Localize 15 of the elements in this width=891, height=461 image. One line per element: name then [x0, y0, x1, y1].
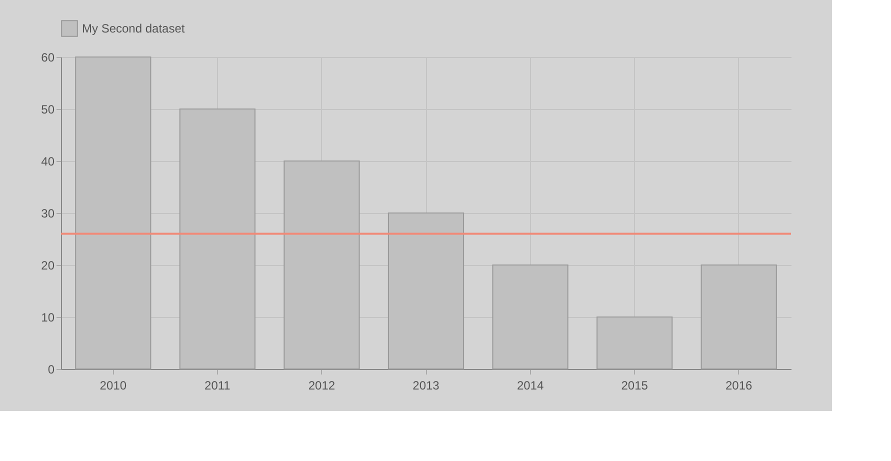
x-tick-label: 2010	[100, 378, 127, 392]
y-tick-label: 60	[41, 50, 55, 64]
y-tick-label: 0	[48, 362, 55, 376]
y-tick-label: 10	[41, 310, 55, 324]
x-tick-label: 2011	[204, 378, 231, 392]
y-tick-label: 40	[41, 154, 55, 168]
x-tick-label: 2015	[621, 378, 648, 392]
x-tick-label: 2016	[726, 378, 753, 392]
x-tick-label: 2014	[516, 378, 544, 392]
y-tick-label: 50	[41, 102, 55, 116]
y-tick-label: 30	[41, 206, 55, 220]
legend-label: My Second dataset	[82, 22, 186, 36]
x-tick-label: 2013	[412, 378, 440, 392]
x-tick-label: 2012	[308, 378, 336, 392]
y-tick-label: 20	[41, 258, 55, 272]
